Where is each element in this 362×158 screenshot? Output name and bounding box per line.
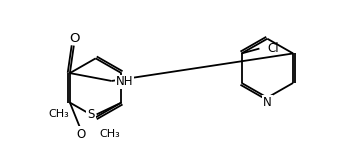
Text: NH: NH: [115, 76, 133, 88]
Text: O: O: [70, 32, 80, 45]
Text: S: S: [87, 108, 94, 121]
Text: N: N: [263, 96, 272, 109]
Text: CH₃: CH₃: [48, 109, 69, 119]
Text: O: O: [76, 128, 85, 140]
Text: CH₃: CH₃: [100, 129, 121, 139]
Text: Cl: Cl: [268, 42, 279, 55]
